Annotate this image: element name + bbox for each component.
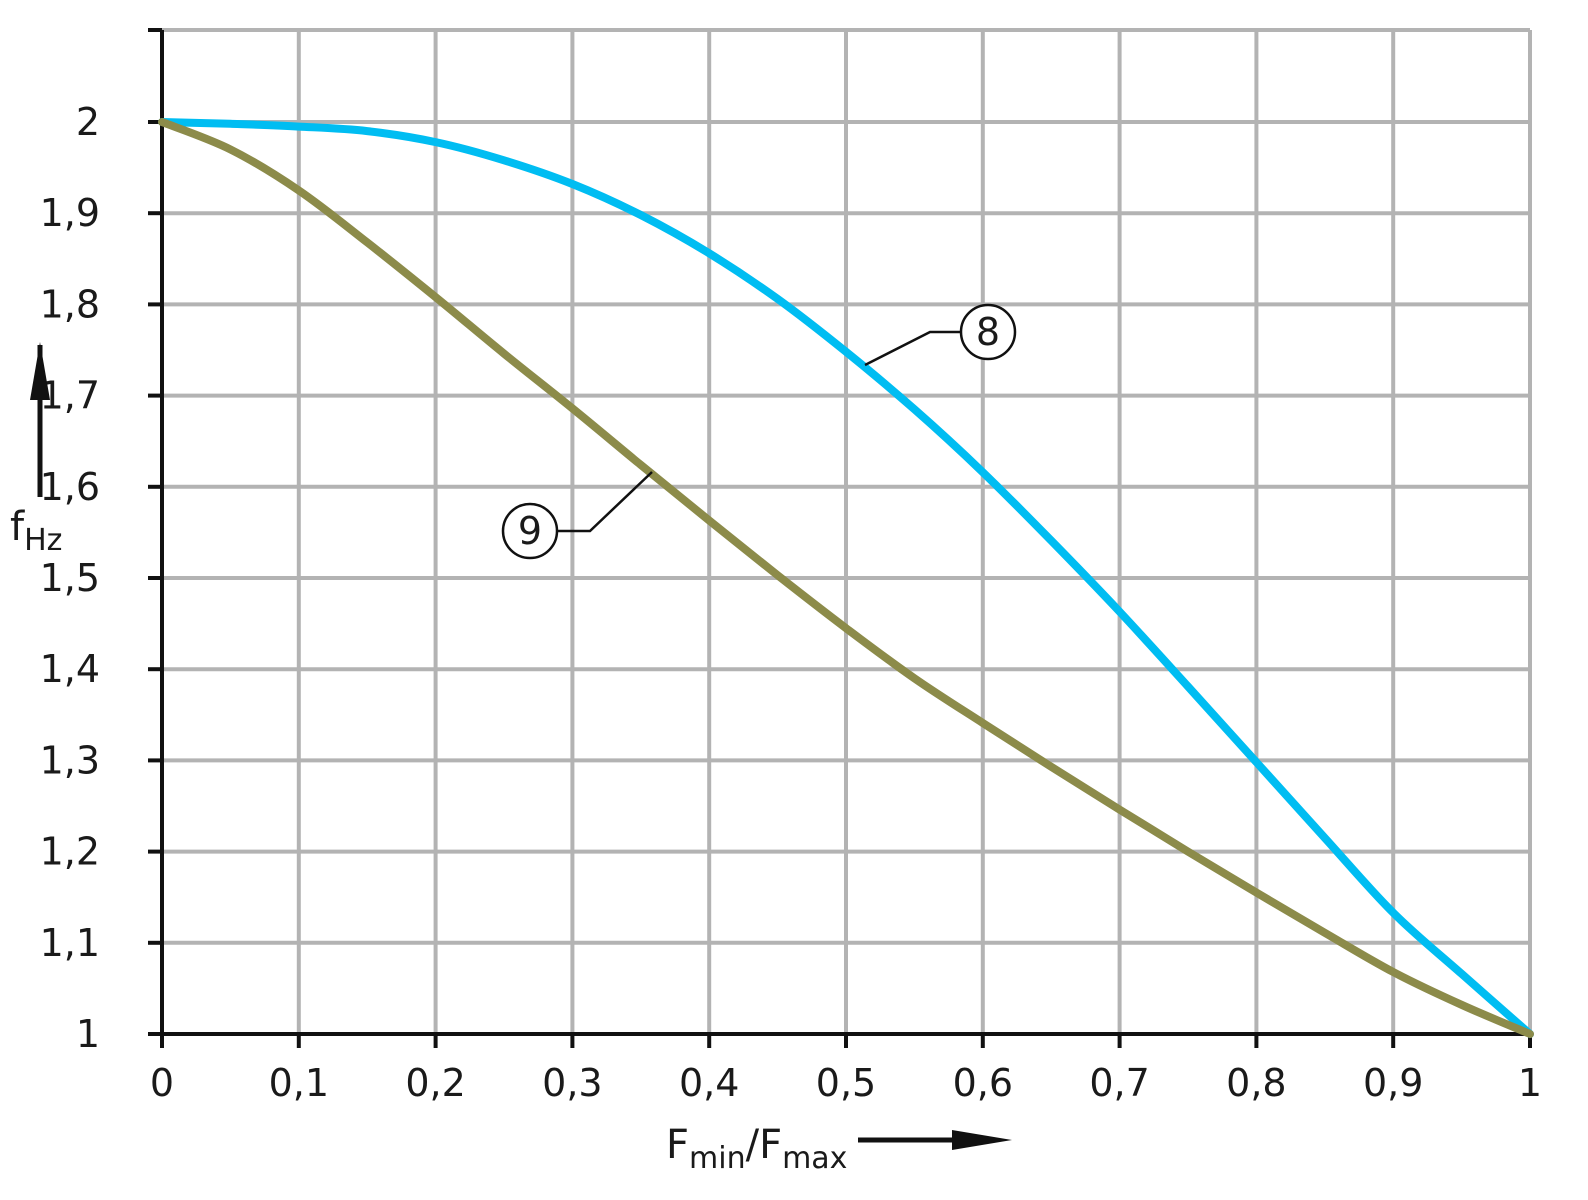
callout-leader-line [864,330,961,367]
callout-8: 8 [864,303,1017,367]
callout-9: 9 [501,471,653,560]
y-tick-label: 1,3 [40,738,100,782]
callout-circle [959,303,1017,361]
y-tick-label: 1,4 [40,647,100,691]
x-axis-title: Fmin/Fmax [666,1122,1012,1176]
callout-label: 8 [976,310,1000,354]
x-tick-label: 0,3 [542,1061,602,1105]
y-tick-label: 1,5 [40,556,100,600]
x-tick-label: 0,4 [679,1061,739,1105]
x-axis-title-sub-max: max [782,1141,847,1176]
y-tick-label: 1,2 [40,830,100,874]
x-tick-label: 0,1 [269,1061,329,1105]
axes [148,28,1532,1048]
callout-label: 9 [518,509,542,553]
callout-leader-line [557,471,653,533]
y-tick-label: 1,9 [40,191,100,235]
x-tick-label: 0 [150,1061,174,1105]
callout-circle [501,502,559,560]
x-tick-label: 0,7 [1089,1061,1149,1105]
x-axis-arrowhead [952,1130,1012,1150]
x-tick-label: 1 [1518,1061,1542,1105]
y-tick-label: 1,6 [40,465,100,509]
grid [162,28,1532,1034]
x-tick-label: 0,9 [1363,1061,1423,1105]
annotations: 89 [501,303,1017,560]
x-tick-label: 0,8 [1226,1061,1286,1105]
series-line-8 [158,118,1534,1038]
svg-text:Fmin/Fmax: Fmin/Fmax [666,1122,847,1176]
y-axis-title-main: f [10,504,25,550]
x-axis-title-slash: /F [746,1122,782,1168]
x-tick-label: 0,5 [816,1061,876,1105]
y-axis-title: fHz [10,342,62,558]
y-axis-arrowhead [30,342,50,400]
x-axis-title-main: F [666,1122,689,1168]
y-tick-label: 2 [76,100,100,144]
tick-labels: 1 1,1 1,2 1,3 1,4 1,5 1,6 1,7 1,8 1,9 2 0 0,1 0,2 0,3 0… [40,100,1543,1105]
x-tick-label: 0,6 [953,1061,1013,1105]
series-lines [158,118,1534,1038]
y-axis-title-sub: Hz [24,523,62,558]
x-axis-title-sub-min: min [689,1141,746,1176]
svg-text:fHz: fHz [10,504,62,558]
y-tick-label: 1,8 [40,282,100,326]
y-tick-label: 1 [76,1012,100,1056]
y-tick-label: 1,7 [40,374,100,418]
series-line-9 [158,118,1534,1038]
y-tick-label: 1,1 [40,921,100,965]
x-tick-label: 0,2 [405,1061,465,1105]
